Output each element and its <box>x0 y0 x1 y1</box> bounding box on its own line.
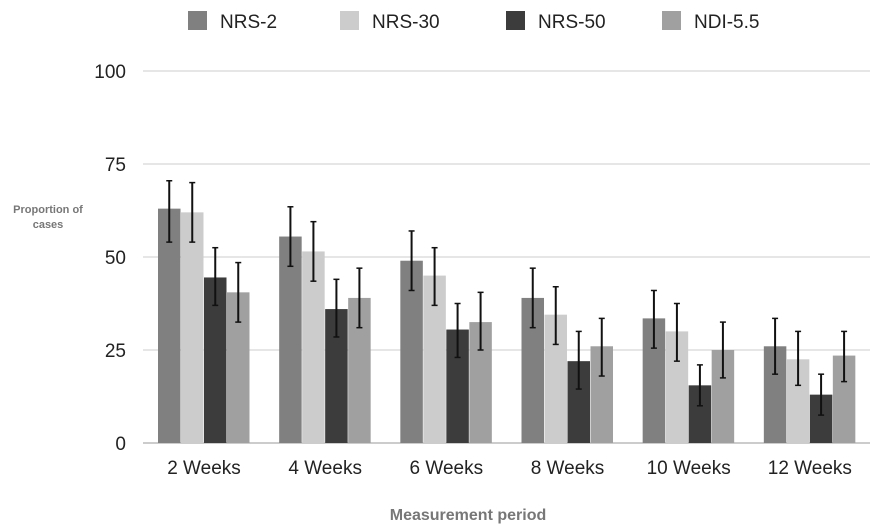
error-bar <box>650 289 657 349</box>
error-bar <box>408 230 415 292</box>
x-tick-label: 2 Weeks <box>167 458 241 479</box>
bar-nrs-2-3 <box>521 297 544 443</box>
error-bar <box>696 364 703 407</box>
bar-nrs-2-5 <box>763 346 787 443</box>
legend-label: NRS-30 <box>372 12 440 33</box>
x-tick-label: 8 Weeks <box>531 458 605 479</box>
x-tick-label: 10 Weeks <box>647 458 731 479</box>
x-tick-label: 6 Weeks <box>410 458 484 479</box>
bar-ndi-5-5-0 <box>227 292 250 443</box>
error-bar <box>454 302 461 359</box>
legend-label: NRS-2 <box>220 12 277 33</box>
bar-nrs-30-3 <box>544 314 567 443</box>
bar-ndi-5-5-1 <box>348 297 371 443</box>
bar-ndi-5-5-3 <box>590 346 613 443</box>
y-tick-label: 25 <box>105 341 126 362</box>
bar-nrs-50-2 <box>446 329 469 443</box>
bar-nrs-2-1 <box>279 236 302 443</box>
error-bar <box>529 267 536 329</box>
error-bar <box>818 373 825 416</box>
bar-nrs-50-0 <box>204 277 227 443</box>
x-tick-label: 4 Weeks <box>288 458 362 479</box>
bar-nrs-2-2 <box>400 260 423 443</box>
error-bars <box>166 179 848 416</box>
bar-nrs-2-0 <box>158 208 181 443</box>
bar-nrs-50-5 <box>809 394 833 443</box>
y-axis-ticks: 0 25 50 75 100 <box>94 62 126 455</box>
legend-item: NRS-30 <box>340 11 440 33</box>
gridlines <box>143 70 870 444</box>
error-bar <box>287 206 294 268</box>
bar-nrs-50-4 <box>688 385 712 443</box>
bar-nrs-30-1 <box>302 251 325 443</box>
y-tick-label: 0 <box>115 434 126 455</box>
error-bar <box>431 246 438 307</box>
error-bar <box>719 321 726 379</box>
bar-nrs-2-4 <box>642 318 666 443</box>
error-bar <box>235 261 242 323</box>
bar-nrs-30-4 <box>665 331 689 443</box>
error-bar <box>189 181 196 243</box>
bar-nrs-30-5 <box>786 359 810 443</box>
error-bar <box>166 179 173 243</box>
error-bar <box>841 330 848 383</box>
error-bar <box>477 291 484 351</box>
legend-swatch <box>506 11 525 30</box>
y-tick-label: 50 <box>105 248 126 269</box>
bar-nrs-30-0 <box>181 212 204 443</box>
error-bar <box>356 267 363 329</box>
bar-ndi-5-5-2 <box>469 322 492 443</box>
legend-label: NRS-50 <box>538 12 606 33</box>
error-bar <box>575 330 582 390</box>
error-bar <box>772 317 779 375</box>
bar-nrs-30-2 <box>423 275 446 443</box>
bar-nrs-50-3 <box>567 361 590 443</box>
y-axis-label: Proportion of cases <box>13 204 83 231</box>
legend-swatch <box>340 11 359 30</box>
legend-swatch <box>188 11 207 30</box>
y-tick-label: 100 <box>94 62 126 83</box>
error-bar <box>795 330 802 387</box>
bar-series <box>158 208 856 443</box>
bar-ndi-5-5-4 <box>711 350 735 443</box>
legend-item: NRS-50 <box>506 11 606 33</box>
legend-label: NDI-5.5 <box>694 12 759 33</box>
error-bar <box>598 317 605 377</box>
legend-swatch <box>662 11 681 30</box>
bar-nrs-50-1 <box>325 309 348 443</box>
chart-legend: NRS-2 NRS-30 NRS-50 NDI-5.5 <box>188 11 759 33</box>
y-tick-label: 75 <box>105 155 126 176</box>
error-bar <box>310 220 317 282</box>
legend-item: NDI-5.5 <box>662 11 759 33</box>
x-axis-ticks: 2 Weeks 4 Weeks 6 Weeks 8 Weeks 10 Weeks 12 W… <box>167 458 852 479</box>
x-tick-label: 12 Weeks <box>768 458 852 479</box>
error-bar <box>212 246 219 307</box>
error-bar <box>333 278 340 338</box>
error-bar <box>673 302 680 362</box>
bar-ndi-5-5-5 <box>832 355 856 443</box>
x-axis-label: Measurement period <box>390 507 546 524</box>
error-bar <box>552 286 559 346</box>
legend-item: NRS-2 <box>188 11 277 33</box>
